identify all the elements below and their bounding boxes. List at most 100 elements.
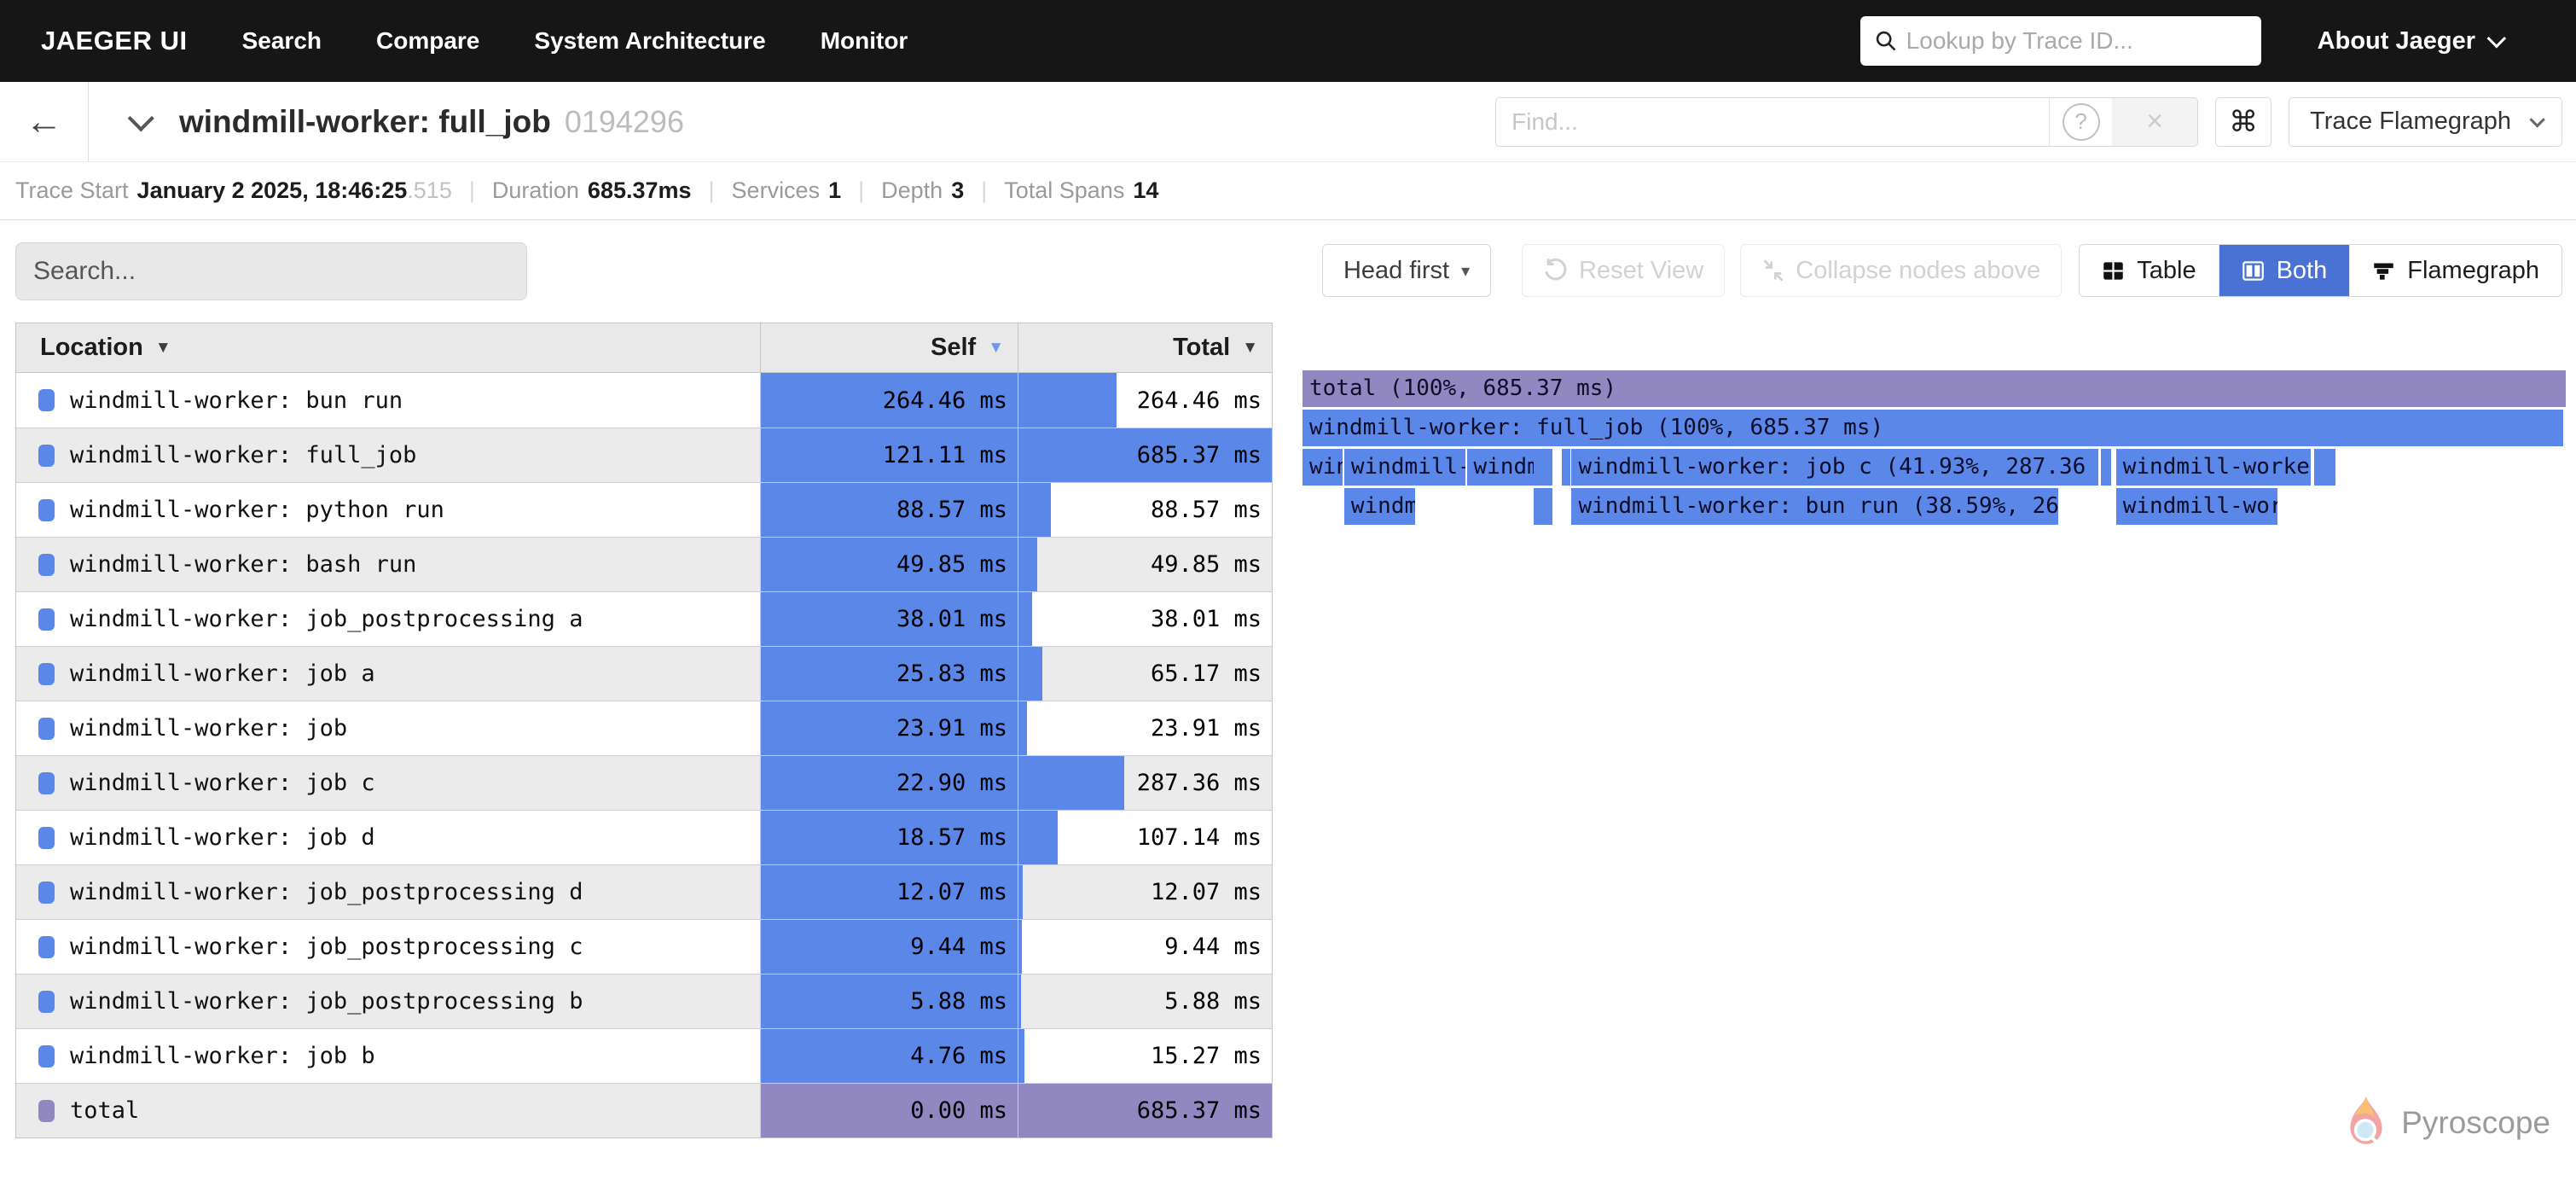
trace-id: 0194296 — [564, 103, 684, 139]
divider: | — [858, 177, 865, 203]
table-row[interactable]: windmill-worker: bun run 264.46 ms 264.46 … — [16, 373, 1272, 428]
self-value: 5.88 ms — [910, 988, 1007, 1015]
nav-item-search[interactable]: Search — [241, 27, 322, 54]
table-row[interactable]: windmill-worker: python run 88.57 ms 88.57… — [16, 482, 1272, 537]
flame-bar[interactable]: windmill-w — [1343, 449, 1466, 486]
total-cell: 88.57 ms — [1018, 483, 1272, 537]
table-row[interactable]: windmill-worker: job_postprocessing c 9.4… — [16, 919, 1272, 974]
trace-start-fraction: .515 — [407, 177, 452, 203]
view-toggle-both[interactable]: Both — [2218, 245, 2350, 296]
self-cell: 25.83 ms — [761, 647, 1018, 701]
nav-item-compare[interactable]: Compare — [376, 27, 480, 54]
table-row[interactable]: windmill-worker: job b 4.76 ms 15.27 ms — [16, 1028, 1272, 1083]
trace-id-lookup-input[interactable] — [1906, 27, 2248, 55]
total-bar — [1018, 483, 1052, 537]
flamegraph-search-input[interactable] — [33, 243, 509, 300]
reset-icon — [1543, 258, 1569, 283]
about-jaeger-menu[interactable]: About Jaeger — [2318, 27, 2507, 55]
table-row[interactable]: windmill-worker: job_postprocessing d 12.… — [16, 864, 1272, 919]
total-cell: 685.37 ms — [1018, 1084, 1272, 1137]
total-value: 287.36 ms — [1136, 770, 1262, 796]
flame-bar[interactable] — [1534, 449, 1553, 486]
find-input[interactable] — [1496, 108, 2050, 136]
reset-view-button[interactable]: Reset View — [1522, 244, 1726, 297]
flame-bar[interactable] — [2314, 449, 2336, 486]
table-row[interactable]: windmill-worker: job d 18.57 ms 107.14 ms — [16, 810, 1272, 864]
span-color-swatch — [38, 990, 55, 1013]
self-cell: 38.01 ms — [761, 592, 1018, 646]
self-value: 9.44 ms — [910, 934, 1007, 960]
table-row[interactable]: windmill-worker: job 23.91 ms 23.91 ms — [16, 701, 1272, 755]
nav-item-system-architecture[interactable]: System Architecture — [534, 27, 766, 54]
flame-bar[interactable]: windmill-worker: full_job (100%, 685.37 … — [1303, 410, 2564, 446]
table-row[interactable]: windmill-worker: job_postprocessing a 38.… — [16, 591, 1272, 646]
location-label: total — [70, 1097, 140, 1124]
column-header-location[interactable]: Location ▼ — [16, 323, 761, 372]
location-cell: windmill-worker: job_postprocessing a — [16, 592, 761, 646]
find-clear-button[interactable]: × — [2112, 97, 2198, 146]
help-icon: ? — [2062, 102, 2100, 141]
flame-bar[interactable] — [1561, 449, 1570, 486]
flamegraph-icon — [2374, 263, 2393, 280]
self-value: 49.85 ms — [896, 551, 1007, 578]
collapse-nodes-button[interactable]: Collapse nodes above — [1740, 244, 2063, 297]
self-value: 38.01 ms — [896, 606, 1007, 632]
self-bar — [761, 428, 1018, 482]
trace-view-select[interactable]: Trace Flamegraph — [2289, 96, 2562, 147]
view-toggle-flamegraph[interactable]: Flamegraph — [2349, 245, 2561, 296]
span-color-swatch — [38, 1044, 55, 1068]
nav-item-monitor[interactable]: Monitor — [820, 27, 908, 54]
location-cell: windmill-worker: job b — [16, 1029, 761, 1083]
self-value: 88.57 ms — [896, 497, 1007, 523]
self-value: 121.11 ms — [882, 442, 1007, 468]
self-cell: 121.11 ms — [761, 428, 1018, 482]
flame-bar[interactable] — [2100, 449, 2111, 486]
trace-start-value: January 2 2025, 18:46:25.515 — [136, 177, 452, 203]
table-row[interactable]: windmill-worker: job_postprocessing b 5.8… — [16, 974, 1272, 1028]
collapse-icon — [1761, 259, 1785, 282]
trace-id-lookup — [1859, 16, 2261, 66]
table-row[interactable]: windmill-worker: bash run 49.85 ms 49.85 m… — [16, 537, 1272, 591]
chevron-down-icon — [2529, 112, 2545, 128]
keyboard-shortcuts-button[interactable]: ⌘ — [2215, 96, 2272, 147]
column-header-self[interactable]: Self ▼ — [761, 323, 1018, 372]
flame-bar[interactable]: windmill-worker: bun run (38.59%, 264.46 — [1571, 488, 2058, 525]
table-row[interactable]: windmill-worker: job c 22.90 ms 287.36 ms — [16, 755, 1272, 810]
view-toggle-table[interactable]: Table — [2080, 245, 2219, 296]
flame-bar[interactable]: windmi — [1466, 449, 1534, 486]
duration-value: 685.37ms — [587, 177, 692, 203]
flame-bar[interactable] — [1534, 488, 1553, 525]
table-row[interactable]: windmill-worker: job a 25.83 ms 65.17 ms — [16, 646, 1272, 701]
find-help-button[interactable]: ? — [2049, 97, 2112, 146]
self-cell: 264.46 ms — [761, 373, 1018, 428]
flame-bar[interactable]: win — [1303, 449, 1343, 486]
sort-order-select[interactable]: Head first ▾ — [1321, 244, 1492, 297]
table-row[interactable]: windmill-worker: full_job 121.11 ms 685.37… — [16, 428, 1272, 482]
span-color-swatch — [38, 771, 55, 794]
flame-bar[interactable]: windmill-worker: — [2115, 449, 2311, 486]
collapse-title-chevron-icon[interactable] — [127, 104, 154, 131]
location-cell: windmill-worker: job_postprocessing b — [16, 974, 761, 1028]
total-value: 23.91 ms — [1150, 715, 1262, 742]
location-label: windmill-worker: job_postprocessing b — [70, 988, 583, 1015]
column-header-total[interactable]: Total ▼ — [1173, 334, 1258, 361]
trace-title-bar: ← windmill-worker: full_job 0194296 ? × … — [0, 82, 2576, 162]
flame-bar[interactable]: total (100%, 685.37 ms) — [1303, 370, 2566, 407]
total-bar — [1018, 1084, 1272, 1137]
span-color-swatch — [38, 935, 55, 958]
self-cell: 49.85 ms — [761, 538, 1018, 591]
location-cell: windmill-worker: job d — [16, 811, 761, 864]
app-logo[interactable]: JAEGER UI — [41, 26, 188, 55]
table-row[interactable]: total 0.00 ms 685.37 ms — [16, 1083, 1272, 1137]
flame-bar[interactable]: windmi — [1343, 488, 1415, 525]
self-value: 12.07 ms — [896, 879, 1007, 905]
total-value: 65.17 ms — [1150, 660, 1262, 687]
back-button[interactable]: ← — [0, 82, 89, 161]
self-value: 18.57 ms — [896, 824, 1007, 851]
flame-bar[interactable]: windmill-work — [2115, 488, 2278, 525]
total-cell: 23.91 ms — [1018, 701, 1272, 755]
flame-bar[interactable]: windmill-worker: job c (41.93%, 287.36 m… — [1571, 449, 2098, 486]
reset-view-label: Reset View — [1579, 256, 1704, 284]
self-cell: 0.00 ms — [761, 1084, 1018, 1137]
total-bar — [1018, 974, 1021, 1028]
